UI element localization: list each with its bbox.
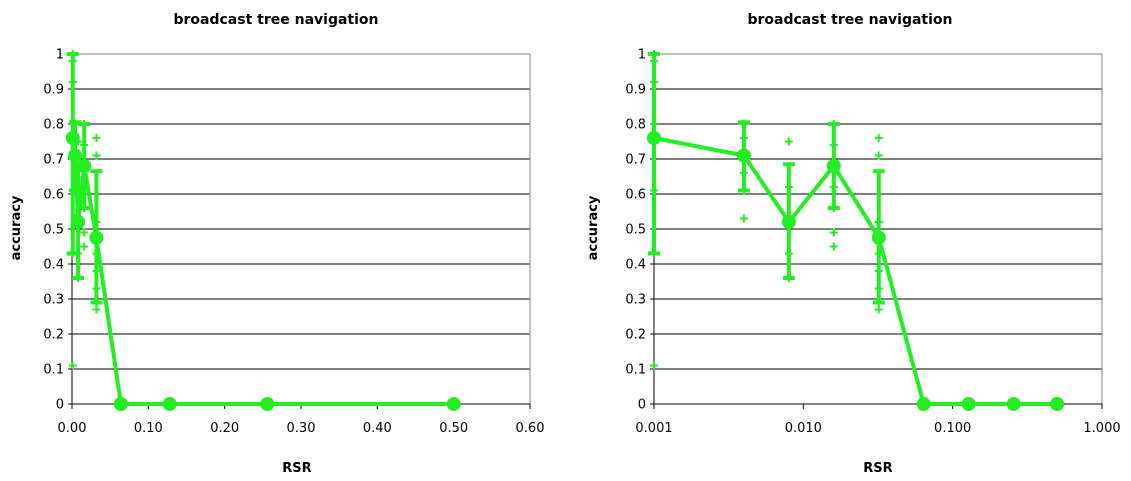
y-tick-label: 0.2 xyxy=(43,328,64,343)
scatter-point xyxy=(739,214,748,223)
y-tick-label: 0.6 xyxy=(43,188,64,203)
data-point xyxy=(871,230,886,245)
data-point xyxy=(65,131,80,145)
data-point xyxy=(68,148,83,163)
chart-title: broadcast tree navigation xyxy=(173,12,378,28)
x-tick-label: 0.001 xyxy=(635,421,672,436)
scatter-point xyxy=(92,151,101,160)
data-point xyxy=(647,131,661,145)
x-tick-label: 1.000 xyxy=(1083,421,1120,436)
data-point xyxy=(916,397,931,411)
x-tick-label: 0.40 xyxy=(363,421,392,436)
data-point xyxy=(260,397,275,411)
y-tick-label: 0.8 xyxy=(43,118,64,133)
data-point xyxy=(736,148,751,163)
data-point xyxy=(162,397,177,411)
y-tick-label: 0.7 xyxy=(625,153,646,168)
x-tick-label: 0.100 xyxy=(934,421,971,436)
y-tick-label: 0.3 xyxy=(625,293,646,308)
series-line xyxy=(70,137,454,406)
data-point xyxy=(1006,397,1021,411)
y-axis-label: accuracy xyxy=(9,195,24,260)
data-point xyxy=(781,215,796,229)
y-tick-label: 0.6 xyxy=(625,188,646,203)
x-tick-label: 0.30 xyxy=(287,421,316,436)
x-tick-label: 0.20 xyxy=(210,421,239,436)
x-axis-label: RSR xyxy=(863,461,892,476)
y-tick-label: 0.4 xyxy=(43,258,64,273)
y-tick-label: 0.7 xyxy=(43,153,64,168)
scatter-point xyxy=(874,305,883,314)
chart-log-svg: broadcast tree navigation RSR accuracy 0… xyxy=(586,12,1121,476)
y-tick-label: 0 xyxy=(56,398,64,413)
y-tick-label: 0.4 xyxy=(625,258,646,273)
scatter-point xyxy=(80,242,89,251)
x-tick-label: 0.00 xyxy=(58,421,87,436)
y-tick-label: 0.5 xyxy=(625,223,646,238)
x-tick-label: 0.50 xyxy=(439,421,468,436)
data-point xyxy=(77,159,92,173)
scatter-point xyxy=(92,305,101,314)
y-tick-label: 0.1 xyxy=(625,363,646,378)
scatter-point xyxy=(874,151,883,160)
chart-title: broadcast tree navigation xyxy=(747,12,952,28)
data-point xyxy=(113,397,128,411)
y-tick-label: 0.8 xyxy=(625,118,646,133)
data-point xyxy=(71,215,86,229)
y-tick-label: 0.5 xyxy=(43,223,64,238)
y-axis-label: accuracy xyxy=(586,195,601,260)
x-tick-label: 0.010 xyxy=(785,421,822,436)
scatter-point xyxy=(80,228,89,237)
data-point xyxy=(961,397,976,411)
scatter-point xyxy=(829,242,838,251)
y-tick-label: 1 xyxy=(638,48,646,63)
y-tick-label: 1 xyxy=(56,48,64,63)
x-tick-label: 0.10 xyxy=(134,421,163,436)
data-point xyxy=(446,397,461,411)
scatter-point xyxy=(784,137,793,146)
scatter-point xyxy=(829,228,838,237)
x-axis-label: RSR xyxy=(282,461,311,476)
scatter-point xyxy=(92,134,101,142)
y-tick-label: 0 xyxy=(638,398,646,413)
y-tick-label: 0.1 xyxy=(43,363,64,378)
data-point xyxy=(1050,397,1065,411)
y-tick-label: 0.9 xyxy=(625,83,646,98)
chart-linear: broadcast tree navigation RSR accuracy 0… xyxy=(0,0,565,481)
y-tick-label: 0.9 xyxy=(43,83,64,98)
data-point xyxy=(89,230,104,245)
y-tick-label: 0.3 xyxy=(43,293,64,308)
y-tick-label: 0.2 xyxy=(625,328,646,343)
x-tick-label: 0.60 xyxy=(516,421,545,436)
data-point xyxy=(826,159,841,173)
chart-linear-svg: broadcast tree navigation RSR accuracy 0… xyxy=(9,12,545,476)
scatter-point xyxy=(650,361,658,370)
chart-log: broadcast tree navigation RSR accuracy 0… xyxy=(565,0,1131,481)
series-line xyxy=(653,136,1057,406)
scatter-point xyxy=(874,134,883,142)
scatter-point xyxy=(68,361,77,370)
